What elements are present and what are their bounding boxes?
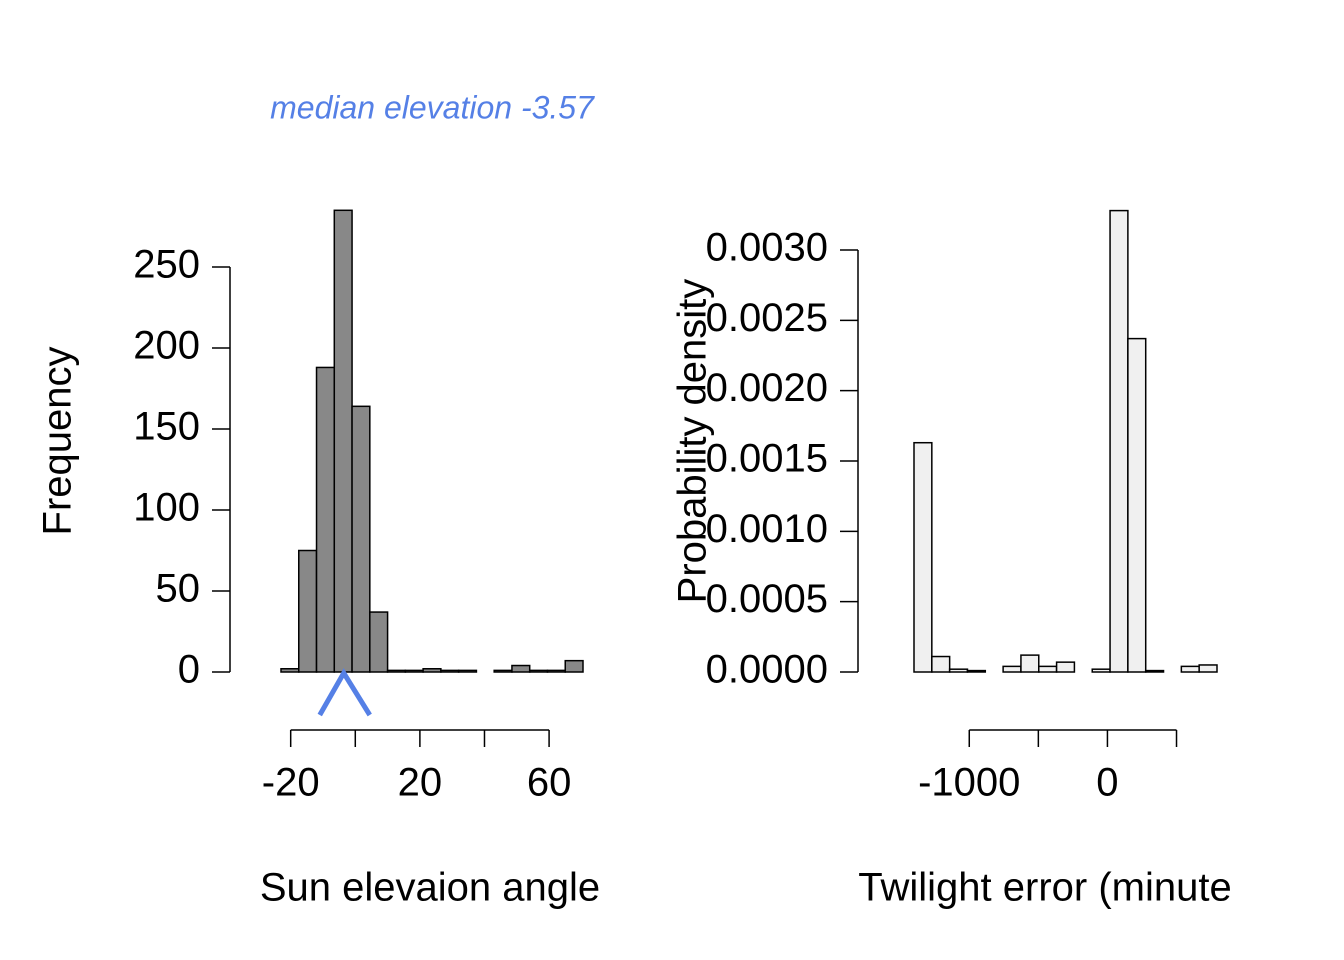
bar bbox=[493, 669, 513, 673]
bar bbox=[422, 668, 442, 673]
bar bbox=[298, 549, 318, 673]
y-tick-label: 50 bbox=[156, 567, 201, 611]
y-tick-label: 200 bbox=[133, 324, 200, 368]
bar bbox=[440, 669, 460, 673]
bar bbox=[913, 441, 933, 673]
y-tick-label: 0.0000 bbox=[706, 648, 828, 692]
bar bbox=[369, 611, 389, 673]
y-tick-label: 0.0015 bbox=[706, 437, 828, 481]
y-tick-label: 0.0010 bbox=[706, 507, 828, 551]
y-axis-label: Frequency bbox=[36, 347, 80, 536]
median-marker bbox=[317, 668, 372, 717]
bar bbox=[1002, 665, 1022, 673]
bar bbox=[1020, 654, 1040, 673]
bar bbox=[1091, 668, 1111, 673]
bar bbox=[931, 655, 951, 673]
bar bbox=[1109, 209, 1129, 673]
bar bbox=[333, 209, 353, 673]
y-tick-label: 0.0020 bbox=[706, 366, 828, 410]
x-tick-label: 20 bbox=[398, 761, 443, 805]
x-tick-label: -1000 bbox=[918, 761, 1020, 805]
bar bbox=[404, 669, 424, 673]
bar bbox=[1144, 669, 1165, 673]
y-tick-label: 0.0030 bbox=[706, 226, 828, 270]
bar bbox=[1055, 661, 1076, 673]
y-axis-label: Probability density bbox=[671, 279, 715, 604]
x-axis-label: Twilight error (minute bbox=[858, 866, 1231, 910]
y-tick-label: 0 bbox=[178, 648, 200, 692]
y-tick-label: 250 bbox=[133, 243, 200, 287]
bar bbox=[1127, 337, 1147, 673]
y-tick-label: 100 bbox=[133, 486, 200, 530]
bar bbox=[546, 669, 566, 673]
bar bbox=[1180, 665, 1200, 673]
x-axis-label: Sun elevaion angle bbox=[260, 866, 600, 910]
y-tick-label: 150 bbox=[133, 405, 200, 449]
bar bbox=[280, 668, 300, 673]
bar bbox=[315, 366, 336, 673]
bar bbox=[351, 405, 371, 673]
annotation: median elevation -3.57 bbox=[270, 89, 595, 125]
y-tick-label: 0.0025 bbox=[706, 296, 828, 340]
bar bbox=[966, 669, 987, 673]
bar bbox=[564, 659, 584, 673]
y-tick-label: 0.0005 bbox=[706, 577, 828, 621]
bar bbox=[948, 668, 969, 673]
bar bbox=[386, 669, 407, 673]
bar bbox=[511, 664, 531, 673]
bar bbox=[528, 669, 549, 673]
bar bbox=[457, 669, 478, 673]
bar bbox=[1198, 664, 1218, 673]
bar bbox=[1038, 665, 1058, 673]
x-tick-label: 60 bbox=[527, 761, 572, 805]
x-tick-label: 0 bbox=[1096, 761, 1118, 805]
x-tick-label: -20 bbox=[262, 761, 320, 805]
